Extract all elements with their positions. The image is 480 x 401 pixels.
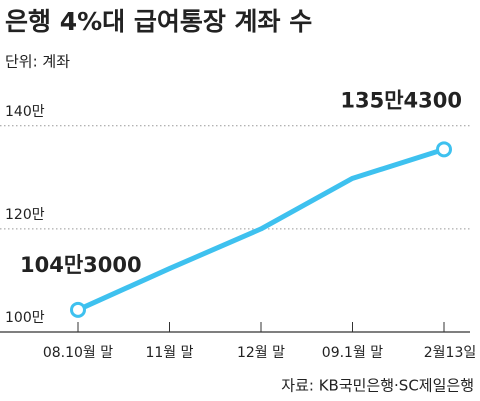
y-tick-label: 100만 xyxy=(5,310,45,326)
y-tick-label: 120만 xyxy=(5,207,45,223)
data-point xyxy=(70,301,86,318)
data-label: 104만3000 xyxy=(20,253,142,277)
x-tick-label: 09.1월 말 xyxy=(322,345,384,361)
x-tick-label: 12월 말 xyxy=(237,345,285,361)
y-tick-label: 140만 xyxy=(5,104,45,120)
data-point xyxy=(436,141,452,158)
chart-subtitle: 단위: 계좌 xyxy=(5,53,70,71)
x-tick-label: 2월13일 xyxy=(424,345,476,361)
chart-title: 은행 4%대 급여통장 계좌 수 xyxy=(5,7,312,36)
x-tick-label: 08.10월 말 xyxy=(43,345,113,361)
source: 자료: KB국민은행·SC제일은행 xyxy=(281,377,474,395)
x-tick-label: 11월 말 xyxy=(145,345,193,361)
data-label: 135만4300 xyxy=(340,88,462,112)
data-line xyxy=(76,146,445,313)
